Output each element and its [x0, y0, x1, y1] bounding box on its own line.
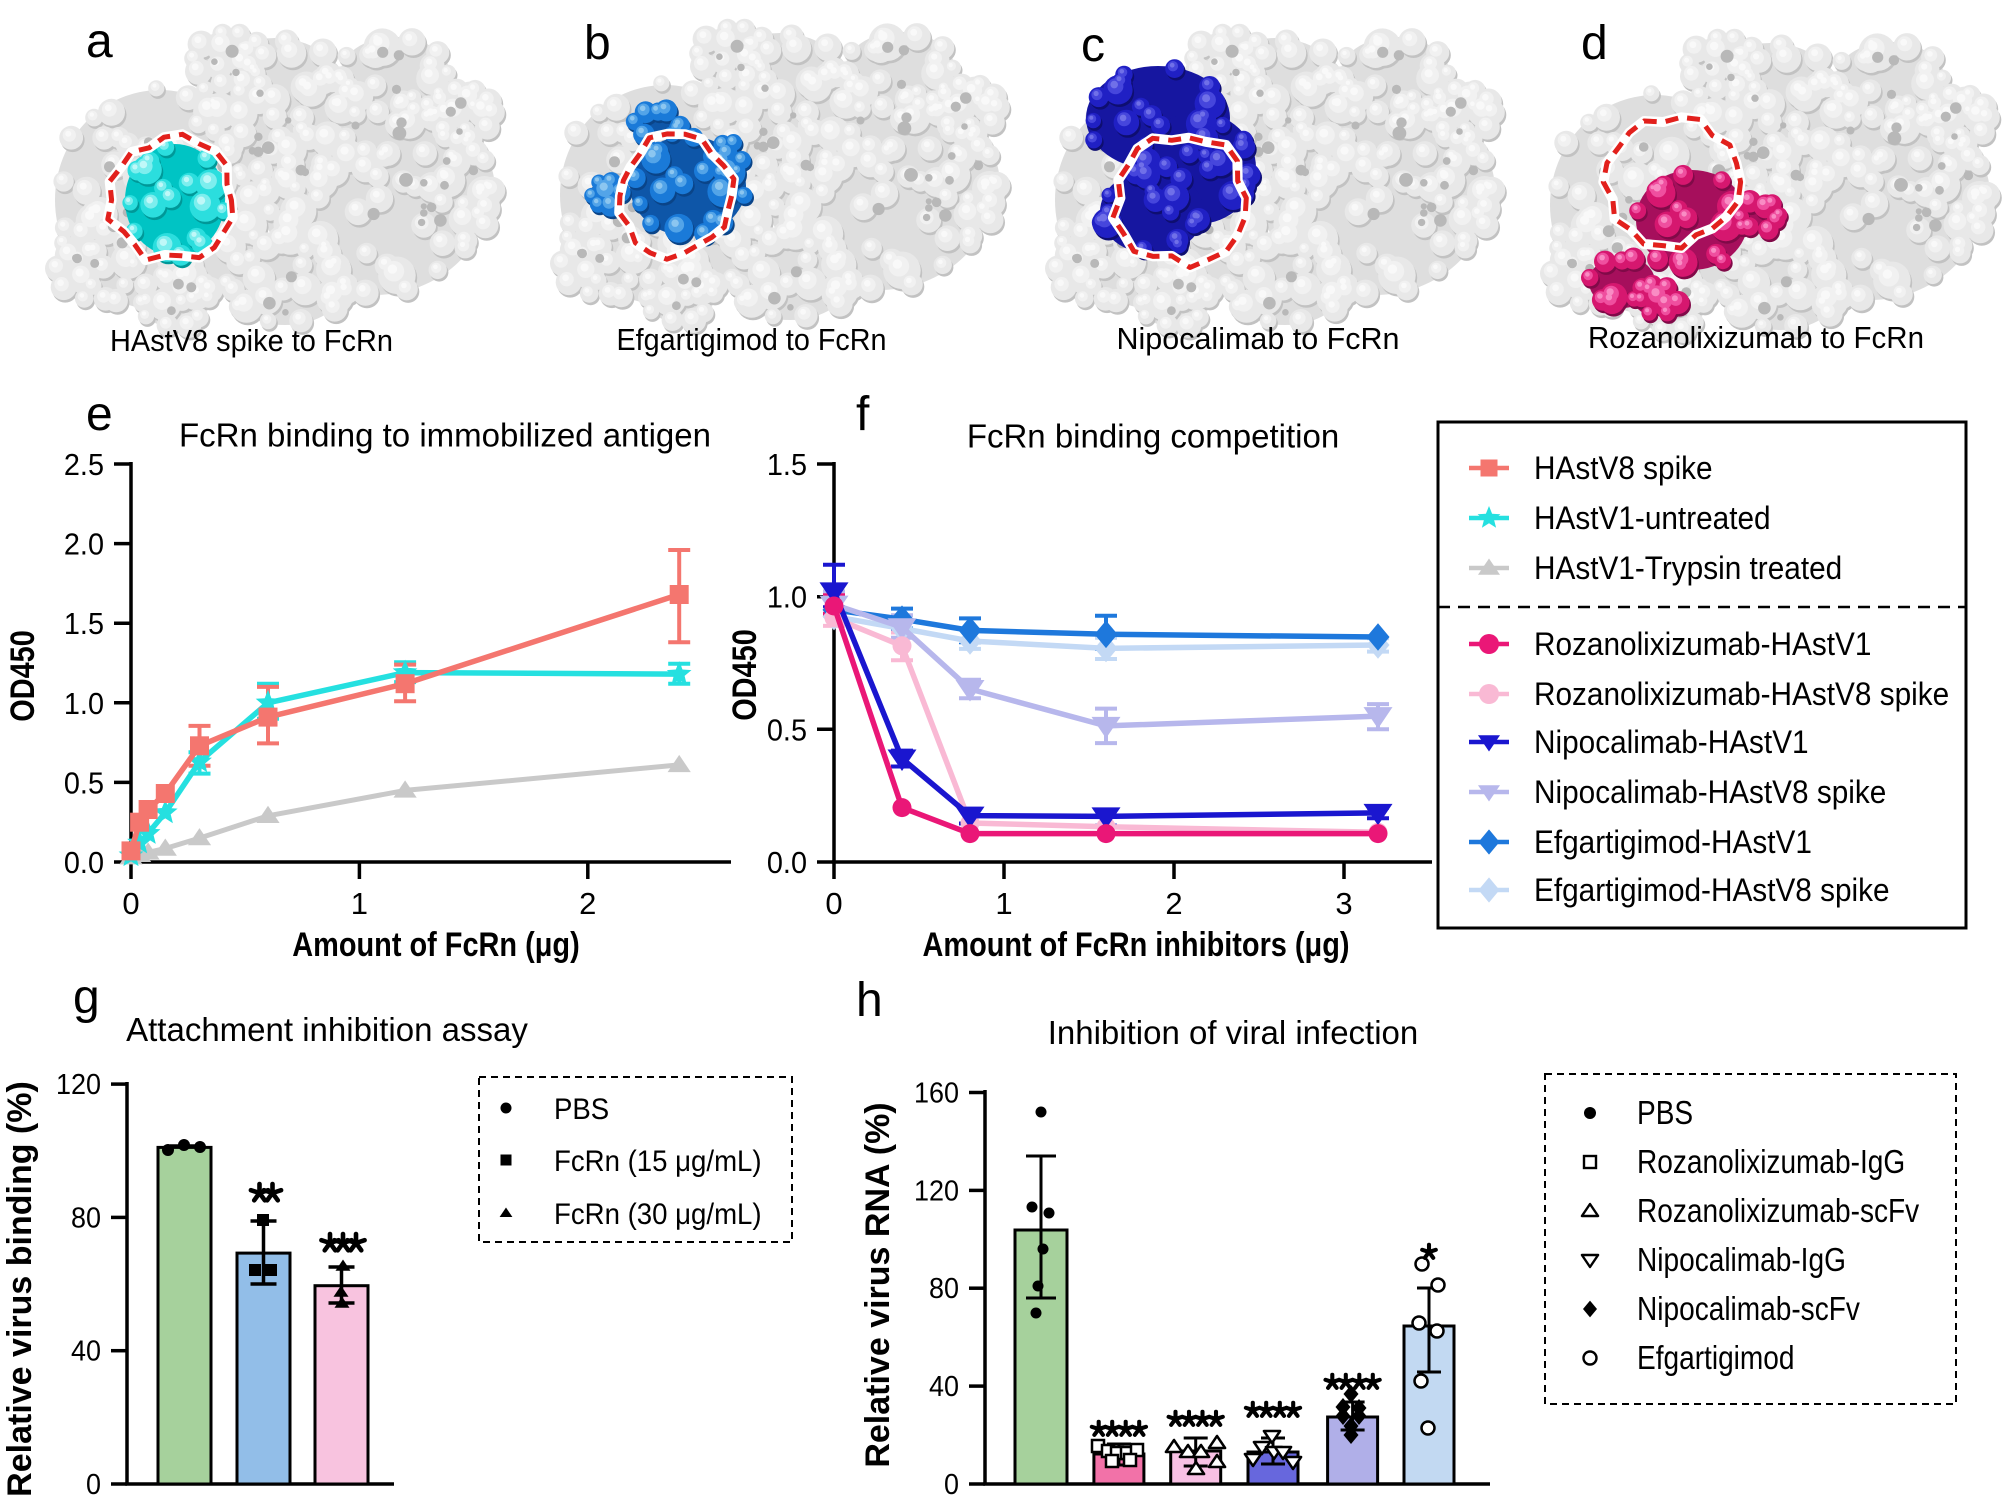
svg-text:Nipocalimab-HAstV1: Nipocalimab-HAstV1	[1534, 724, 1809, 760]
svg-text:0.0: 0.0	[767, 845, 807, 880]
svg-text:d: d	[1581, 17, 1608, 70]
svg-text:g: g	[73, 971, 100, 1024]
svg-text:h: h	[856, 974, 883, 1027]
svg-text:b: b	[584, 17, 611, 70]
svg-text:Inhibition of viral infection: Inhibition of viral infection	[1048, 1014, 1419, 1051]
svg-text:120: 120	[56, 1069, 101, 1101]
svg-text:PBS: PBS	[554, 1093, 609, 1126]
svg-text:Efgartigimod-HAstV8 spike: Efgartigimod-HAstV8 spike	[1534, 872, 1890, 908]
svg-text:PBS: PBS	[1637, 1094, 1693, 1131]
svg-text:80: 80	[929, 1273, 959, 1305]
svg-text:Rozanolixizumab-IgG: Rozanolixizumab-IgG	[1637, 1143, 1905, 1180]
svg-text:1.0: 1.0	[767, 580, 807, 615]
svg-text:0: 0	[825, 886, 842, 921]
svg-text:Nipocalimab-scFv: Nipocalimab-scFv	[1637, 1290, 1860, 1327]
svg-text:160: 160	[914, 1078, 959, 1110]
svg-text:Amount of FcRn inhibitors (μg): Amount of FcRn inhibitors (μg)	[923, 926, 1350, 964]
svg-text:Rozanolixizumab-scFv: Rozanolixizumab-scFv	[1637, 1192, 1920, 1229]
svg-text:0: 0	[122, 886, 139, 921]
svg-text:1: 1	[995, 886, 1012, 921]
svg-text:Nipocalimab-HAstV8 spike: Nipocalimab-HAstV8 spike	[1534, 774, 1886, 810]
svg-text:0.0: 0.0	[64, 845, 104, 880]
svg-text:Efgartigimod-HAstV1: Efgartigimod-HAstV1	[1534, 824, 1812, 860]
svg-text:c: c	[1081, 19, 1105, 72]
svg-text:Nipocalimab-IgG: Nipocalimab-IgG	[1637, 1241, 1846, 1278]
svg-text:FcRn binding to immobilized an: FcRn binding to immobilized antigen	[179, 417, 711, 454]
svg-text:OD450: OD450	[4, 630, 42, 722]
svg-text:80: 80	[71, 1202, 101, 1234]
svg-text:2.5: 2.5	[64, 447, 104, 482]
svg-text:2.0: 2.0	[64, 527, 104, 562]
svg-text:1.5: 1.5	[64, 606, 104, 641]
svg-text:1: 1	[351, 886, 368, 921]
svg-text:f: f	[856, 388, 870, 441]
svg-text:Rozanolixizumab to FcRn: Rozanolixizumab to FcRn	[1588, 320, 1924, 355]
svg-text:Relative virus binding (%): Relative virus binding (%)	[1, 1081, 39, 1497]
svg-text:1.5: 1.5	[767, 447, 807, 482]
svg-text:Amount of FcRn (μg): Amount of FcRn (μg)	[292, 926, 579, 964]
svg-text:2: 2	[1165, 886, 1182, 921]
svg-text:a: a	[86, 15, 113, 68]
svg-text:Relative virus RNA (%): Relative virus RNA (%)	[859, 1102, 897, 1467]
svg-text:HAstV1-untreated: HAstV1-untreated	[1534, 500, 1771, 536]
svg-text:2: 2	[579, 886, 596, 921]
svg-text:Efgartigimod to FcRn: Efgartigimod to FcRn	[617, 322, 887, 357]
svg-text:Rozanolixizumab-HAstV1: Rozanolixizumab-HAstV1	[1534, 626, 1871, 662]
svg-text:FcRn binding competition: FcRn binding competition	[967, 418, 1339, 455]
svg-text:Efgartigimod: Efgartigimod	[1637, 1339, 1795, 1376]
svg-text:40: 40	[929, 1371, 959, 1403]
svg-text:120: 120	[914, 1175, 959, 1207]
svg-text:e: e	[86, 388, 113, 441]
svg-text:1.0: 1.0	[64, 686, 104, 721]
svg-text:0.5: 0.5	[64, 765, 104, 800]
svg-text:0: 0	[944, 1469, 959, 1499]
svg-text:Nipocalimab to FcRn: Nipocalimab to FcRn	[1117, 321, 1400, 356]
svg-text:Attachment inhibition assay: Attachment inhibition assay	[126, 1011, 528, 1048]
svg-text:HAstV8 spike to FcRn: HAstV8 spike to FcRn	[110, 323, 393, 358]
svg-text:FcRn (30 μg/mL): FcRn (30 μg/mL)	[554, 1198, 762, 1231]
svg-text:3: 3	[1335, 886, 1352, 921]
svg-text:OD450: OD450	[726, 629, 764, 721]
svg-text:HAstV8 spike: HAstV8 spike	[1534, 450, 1713, 486]
svg-text:0.5: 0.5	[767, 712, 807, 747]
svg-text:HAstV1-Trypsin treated: HAstV1-Trypsin treated	[1534, 550, 1842, 586]
svg-text:FcRn (15 μg/mL): FcRn (15 μg/mL)	[554, 1145, 762, 1178]
svg-text:40: 40	[71, 1336, 101, 1368]
svg-text:0: 0	[86, 1469, 101, 1499]
svg-text:Rozanolixizumab-HAstV8 spike: Rozanolixizumab-HAstV8 spike	[1534, 676, 1949, 712]
